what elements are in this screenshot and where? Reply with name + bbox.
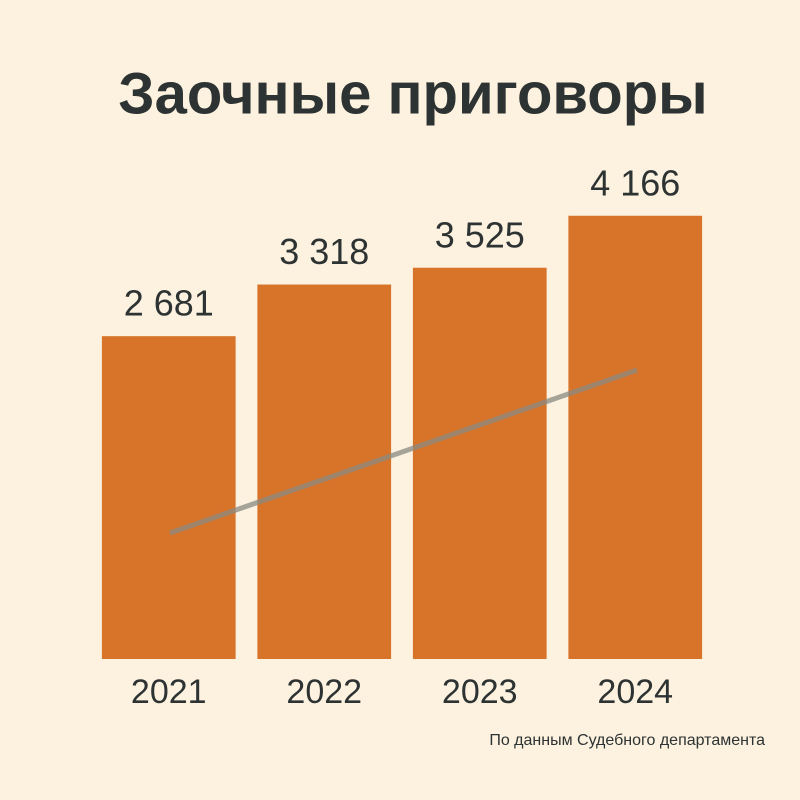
value-label: 4 166: [590, 162, 680, 203]
chart-title: Заочные приговоры: [118, 61, 707, 126]
bar: [412, 267, 547, 659]
x-tick-label: 2023: [442, 673, 518, 711]
x-tick-label: 2024: [597, 673, 673, 711]
source-note: По данным Судебного департамента: [489, 732, 765, 749]
trend-line: [169, 367, 638, 536]
value-label: 3 318: [279, 231, 369, 272]
bar: [101, 336, 236, 659]
x-tick-label: 2021: [131, 673, 207, 711]
plot: 2 681 2021 3 318 2022 3 525 2023 4 166 2024: [101, 162, 703, 711]
bar: [568, 215, 703, 660]
value-label: 3 525: [435, 214, 525, 255]
bar: [257, 284, 392, 659]
x-tick-label: 2022: [286, 673, 362, 711]
value-label: 2 681: [124, 283, 214, 324]
